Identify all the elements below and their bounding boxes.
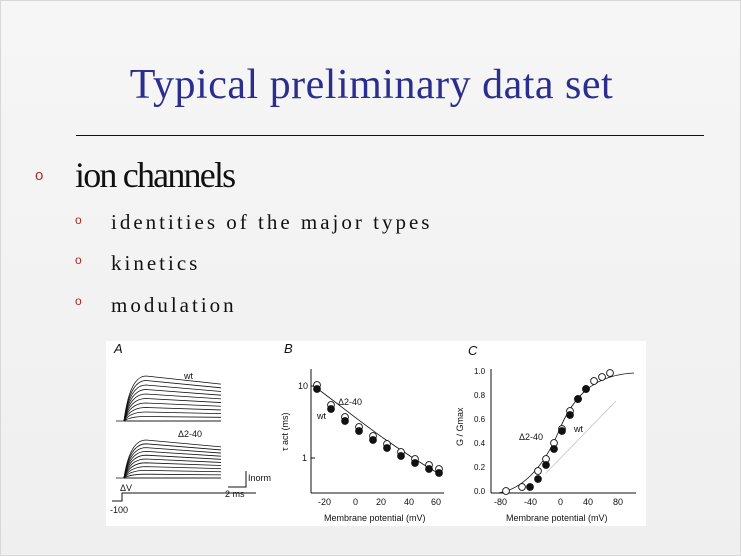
panel-b-xtick: 0 xyxy=(353,497,358,507)
sub-bullet-marker: o xyxy=(75,213,82,227)
wt-data-point xyxy=(542,461,550,469)
current-trace xyxy=(123,411,222,422)
panel-c-xtick: 80 xyxy=(613,497,623,507)
panel-c-ytick: 0.6 xyxy=(474,415,486,424)
mutant-data-point xyxy=(606,369,614,377)
sub-item-identities: identities of the major types xyxy=(111,210,433,234)
sub-bullet-marker: o xyxy=(75,253,82,267)
voltage-protocol xyxy=(112,492,256,502)
scale-y-label: Inorm xyxy=(248,473,271,483)
panel-c-dashed-line xyxy=(545,400,617,474)
panel-c-ytick: 0.2 xyxy=(474,463,486,472)
current-trace xyxy=(123,439,222,479)
wt-data-point xyxy=(313,385,321,393)
wt-data-point xyxy=(327,405,335,413)
wt-data-point xyxy=(425,465,433,473)
sub-item-modulation: modulation xyxy=(111,293,237,317)
wt-data-point xyxy=(526,483,534,491)
panel-c-ytick: 0.0 xyxy=(474,487,486,496)
title-divider xyxy=(76,135,704,136)
wt-data-point xyxy=(574,395,582,403)
panel-c-points xyxy=(502,369,614,495)
wt-data-point xyxy=(369,436,377,444)
panel-c-xticks: -80 -40 0 40 80 xyxy=(494,497,623,507)
scale-x-label: 2 ms xyxy=(225,489,245,499)
panel-c-ytick: 0.8 xyxy=(474,391,486,400)
current-trace xyxy=(123,375,222,422)
panel-b-ytick: 1 xyxy=(302,453,307,463)
current-trace xyxy=(123,469,222,479)
panel-c-xtick: -40 xyxy=(524,497,537,507)
current-trace xyxy=(123,416,222,422)
mutant-data-point xyxy=(590,377,598,385)
mutant-data-point xyxy=(518,483,526,491)
slide-title: Typical preliminary data set xyxy=(129,62,614,108)
panel-b-legend-mutant: Δ2-40 xyxy=(338,397,362,407)
panel-a-wt-label: wt xyxy=(183,371,193,381)
panel-c-ytick: 1.0 xyxy=(474,367,486,376)
panel-b: B 10 1 τ act (ms) -20 0 20 40 60 Membran… xyxy=(280,341,444,523)
panel-b-fit-curve xyxy=(314,386,442,476)
panel-c: C 1.0 0.8 0.6 0.4 0.2 0.0 G / Gmax -80 -… xyxy=(455,343,636,523)
sub-item-kinetics: kinetics xyxy=(111,251,201,275)
holding-potential-label: -100 xyxy=(110,505,128,515)
panel-b-ytick: 10 xyxy=(298,381,308,391)
panel-b-xticks: -20 0 20 40 60 xyxy=(318,497,441,507)
panel-b-xtick: -20 xyxy=(318,497,331,507)
wt-data-point xyxy=(383,444,391,452)
panel-c-xtick: 40 xyxy=(583,497,593,507)
voltage-step-label: ΔV xyxy=(120,483,132,493)
mutant-data-point xyxy=(502,487,510,495)
wt-data-point xyxy=(534,475,542,483)
panel-b-points xyxy=(313,381,443,477)
sub-bullet-marker: o xyxy=(75,294,82,308)
main-bullet-text: ion channels xyxy=(75,155,236,195)
wt-data-point xyxy=(550,445,558,453)
wt-data-point xyxy=(435,469,443,477)
panel-b-xtick: 20 xyxy=(376,497,386,507)
mutant-data-point xyxy=(598,373,606,381)
wt-traces xyxy=(116,375,222,422)
panel-c-xtick: -80 xyxy=(494,497,507,507)
wt-data-point xyxy=(411,459,419,467)
mutant-traces xyxy=(116,439,222,479)
panel-b-legend-wt: wt xyxy=(316,411,326,421)
wt-data-point xyxy=(341,417,349,425)
wt-data-point xyxy=(582,385,590,393)
panel-b-ylabel: τ act (ms) xyxy=(280,412,290,451)
panel-c-ylabel: G / Gmax xyxy=(455,407,465,446)
wt-data-point xyxy=(397,452,405,460)
wt-data-point xyxy=(566,411,574,419)
current-trace xyxy=(123,473,222,479)
panel-c-ytick: 0.4 xyxy=(474,439,486,448)
wt-data-point xyxy=(558,427,566,435)
panel-b-xlabel: Membrane potential (mV) xyxy=(324,513,426,523)
panel-c-label: C xyxy=(468,343,478,358)
wt-data-point xyxy=(355,427,363,435)
panel-b-xtick: 40 xyxy=(404,497,414,507)
panel-c-legend-wt: wt xyxy=(573,424,583,434)
panel-b-xtick: 60 xyxy=(431,497,441,507)
bullet-marker: o xyxy=(35,167,44,184)
panel-c-xtick: 0 xyxy=(558,497,563,507)
panel-a-mut-label: Δ2-40 xyxy=(178,429,202,439)
panel-a-label: A xyxy=(113,341,123,356)
panel-b-label: B xyxy=(284,341,293,356)
panel-c-xlabel: Membrane potential (mV) xyxy=(506,513,608,523)
scale-bar xyxy=(228,471,247,488)
mutant-data-point xyxy=(534,467,542,475)
panel-c-yticks: 1.0 0.8 0.6 0.4 0.2 0.0 xyxy=(474,367,486,496)
panel-a: A wt Δ2-40 Inorm 2 ms ΔV -100 xyxy=(110,341,271,515)
data-figure: A wt Δ2-40 Inorm 2 ms ΔV -100 B 10 1 τ a… xyxy=(106,341,646,526)
panel-c-legend-mutant: Δ2-40 xyxy=(519,432,543,442)
